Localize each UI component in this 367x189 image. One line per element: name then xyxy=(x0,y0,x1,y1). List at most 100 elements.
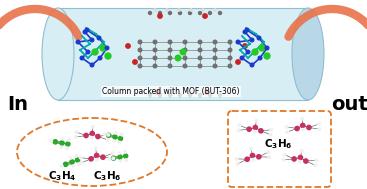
Circle shape xyxy=(98,56,102,60)
Circle shape xyxy=(213,56,217,60)
Circle shape xyxy=(168,48,172,52)
Circle shape xyxy=(190,9,192,11)
Circle shape xyxy=(112,157,115,160)
Circle shape xyxy=(79,156,82,159)
Circle shape xyxy=(268,156,270,158)
Circle shape xyxy=(198,64,202,68)
Circle shape xyxy=(124,151,126,153)
Circle shape xyxy=(76,158,80,162)
Circle shape xyxy=(78,163,80,165)
Circle shape xyxy=(264,53,270,59)
Circle shape xyxy=(105,53,111,59)
Circle shape xyxy=(80,56,84,60)
Circle shape xyxy=(189,12,192,15)
Circle shape xyxy=(66,142,70,146)
Text: Column packed with MOF (BUT-306): Column packed with MOF (BUT-306) xyxy=(102,87,240,96)
Circle shape xyxy=(292,157,296,161)
Circle shape xyxy=(83,30,87,34)
Circle shape xyxy=(95,153,99,158)
Circle shape xyxy=(89,157,93,161)
Circle shape xyxy=(183,48,187,52)
Circle shape xyxy=(199,94,201,97)
Circle shape xyxy=(168,12,171,15)
Circle shape xyxy=(138,40,142,44)
Circle shape xyxy=(125,159,128,161)
Circle shape xyxy=(198,48,202,52)
Text: $\mathregular{C_3H_6}$: $\mathregular{C_3H_6}$ xyxy=(93,169,121,183)
Circle shape xyxy=(180,49,186,55)
Circle shape xyxy=(111,152,114,154)
Circle shape xyxy=(205,90,209,94)
Circle shape xyxy=(106,139,109,141)
Circle shape xyxy=(246,50,250,54)
Circle shape xyxy=(198,40,202,44)
Circle shape xyxy=(183,40,187,44)
Circle shape xyxy=(154,9,156,11)
Circle shape xyxy=(265,46,269,50)
Circle shape xyxy=(120,160,122,162)
Circle shape xyxy=(168,56,172,60)
Circle shape xyxy=(153,40,157,44)
Circle shape xyxy=(252,49,258,55)
Circle shape xyxy=(175,55,181,61)
Circle shape xyxy=(118,152,120,154)
Circle shape xyxy=(96,134,100,139)
Circle shape xyxy=(302,128,304,131)
Circle shape xyxy=(286,131,288,133)
Circle shape xyxy=(91,136,93,139)
Circle shape xyxy=(255,119,258,122)
Circle shape xyxy=(245,28,249,32)
Circle shape xyxy=(53,140,57,144)
Circle shape xyxy=(183,64,187,68)
Circle shape xyxy=(153,64,157,68)
Circle shape xyxy=(63,162,68,167)
Circle shape xyxy=(159,12,161,15)
Circle shape xyxy=(250,148,252,150)
Text: $\mathregular{C_3H_4}$: $\mathregular{C_3H_4}$ xyxy=(48,169,76,183)
Circle shape xyxy=(90,38,94,42)
Circle shape xyxy=(203,14,207,18)
Circle shape xyxy=(218,94,222,97)
Circle shape xyxy=(113,140,115,142)
Circle shape xyxy=(283,153,286,156)
Circle shape xyxy=(67,139,70,141)
Circle shape xyxy=(218,12,222,15)
Circle shape xyxy=(178,9,180,11)
Circle shape xyxy=(245,157,249,161)
Circle shape xyxy=(250,63,254,67)
Circle shape xyxy=(286,126,288,128)
Circle shape xyxy=(118,155,122,159)
Circle shape xyxy=(124,154,128,158)
Circle shape xyxy=(69,157,72,159)
Circle shape xyxy=(60,164,63,167)
Circle shape xyxy=(314,164,317,167)
Circle shape xyxy=(75,131,77,133)
Circle shape xyxy=(153,48,157,52)
Circle shape xyxy=(228,56,232,60)
Circle shape xyxy=(213,48,217,52)
Circle shape xyxy=(267,151,269,153)
Circle shape xyxy=(213,40,217,44)
Circle shape xyxy=(253,125,258,130)
Circle shape xyxy=(304,159,308,163)
Circle shape xyxy=(228,40,232,44)
Circle shape xyxy=(252,158,255,161)
Text: out: out xyxy=(332,95,367,115)
Circle shape xyxy=(138,64,142,68)
Circle shape xyxy=(298,160,301,163)
Circle shape xyxy=(214,9,216,11)
Circle shape xyxy=(66,147,68,149)
Circle shape xyxy=(80,161,83,164)
Circle shape xyxy=(94,147,97,150)
Circle shape xyxy=(240,56,244,60)
Circle shape xyxy=(254,130,256,133)
Circle shape xyxy=(213,64,217,68)
Circle shape xyxy=(84,133,88,138)
Circle shape xyxy=(90,63,94,67)
Circle shape xyxy=(228,48,232,52)
Circle shape xyxy=(105,46,109,50)
Circle shape xyxy=(115,132,117,134)
Circle shape xyxy=(237,129,240,132)
Circle shape xyxy=(70,160,74,164)
Circle shape xyxy=(113,135,117,139)
